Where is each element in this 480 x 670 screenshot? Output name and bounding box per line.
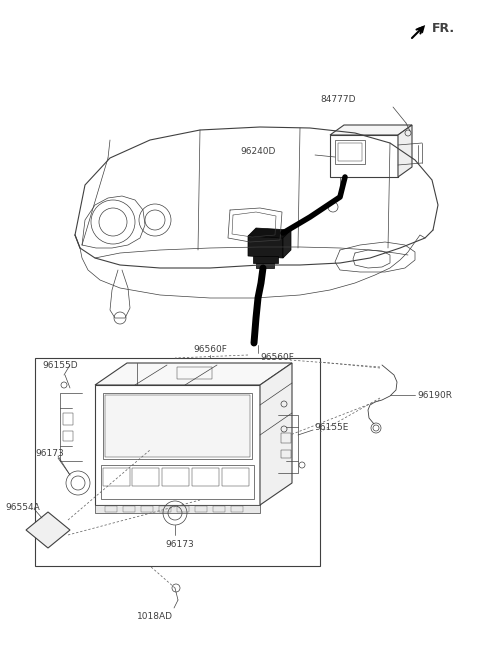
Text: 96155D: 96155D bbox=[42, 360, 78, 369]
Text: 96560F: 96560F bbox=[260, 353, 294, 362]
Bar bbox=[63, 413, 73, 425]
Bar bbox=[95, 385, 260, 505]
Bar bbox=[162, 468, 189, 486]
Text: 96173: 96173 bbox=[165, 540, 194, 549]
Bar bbox=[213, 506, 225, 512]
Bar bbox=[330, 135, 398, 177]
Bar bbox=[177, 367, 212, 379]
Polygon shape bbox=[256, 263, 274, 268]
Text: 1018AD: 1018AD bbox=[137, 612, 173, 621]
Bar bbox=[335, 140, 365, 164]
Bar bbox=[63, 431, 73, 441]
Text: 96190R: 96190R bbox=[417, 391, 452, 399]
Text: 96240D: 96240D bbox=[240, 147, 276, 155]
Bar bbox=[195, 506, 207, 512]
Polygon shape bbox=[283, 230, 291, 258]
Polygon shape bbox=[248, 236, 283, 258]
Text: 96173: 96173 bbox=[35, 448, 64, 458]
Text: 84777D: 84777D bbox=[320, 94, 356, 103]
Text: 96155E: 96155E bbox=[314, 423, 348, 431]
Bar bbox=[141, 506, 153, 512]
Bar bbox=[338, 143, 362, 161]
Bar bbox=[281, 433, 291, 443]
Polygon shape bbox=[95, 363, 292, 385]
Polygon shape bbox=[248, 228, 291, 238]
Text: 96554A: 96554A bbox=[5, 502, 40, 511]
Polygon shape bbox=[330, 125, 412, 135]
Bar bbox=[105, 506, 117, 512]
Bar bbox=[192, 468, 219, 486]
Bar bbox=[101, 465, 254, 499]
Bar bbox=[35, 358, 320, 566]
Bar bbox=[132, 468, 159, 486]
Bar bbox=[103, 393, 252, 459]
Bar bbox=[281, 450, 291, 458]
Bar bbox=[105, 395, 250, 457]
Polygon shape bbox=[95, 505, 260, 513]
Bar bbox=[231, 506, 243, 512]
Bar bbox=[123, 506, 135, 512]
Polygon shape bbox=[26, 512, 70, 548]
Polygon shape bbox=[260, 363, 292, 505]
Bar bbox=[177, 506, 189, 512]
Bar bbox=[159, 506, 171, 512]
Text: 96560F: 96560F bbox=[193, 345, 227, 354]
Text: FR.: FR. bbox=[432, 22, 455, 35]
Bar bbox=[222, 468, 249, 486]
Polygon shape bbox=[398, 125, 412, 177]
Bar bbox=[103, 468, 130, 486]
Polygon shape bbox=[253, 256, 278, 263]
